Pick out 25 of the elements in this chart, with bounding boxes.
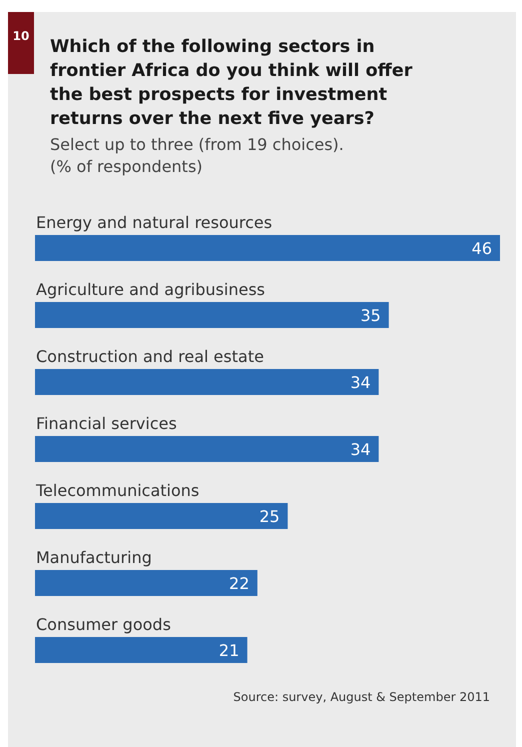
data-label: 25 <box>259 507 280 526</box>
data-label: 34 <box>350 440 371 459</box>
y-tick-label: Financial services <box>36 414 177 433</box>
y-tick-label: Construction and real estate <box>36 347 264 366</box>
bar <box>35 503 288 529</box>
y-tick-label: Agriculture and agribusiness <box>36 280 265 299</box>
figure-number-badge: 10 <box>8 12 34 74</box>
chart-subtitle: Select up to three (from 19 choices). (% of respondents) <box>50 135 344 176</box>
chart-title: Which of the following sectors in frontier Africa do you think will offer the best prospects for investment returns over the next five years? <box>50 37 413 129</box>
data-label: 22 <box>229 574 250 593</box>
bar <box>35 235 500 261</box>
data-label: 34 <box>350 373 371 392</box>
bar <box>35 302 389 328</box>
data-label: 21 <box>218 641 240 660</box>
bar <box>35 436 379 462</box>
y-tick-label: Telecommunications <box>35 481 200 500</box>
source-note: Source: survey, August & September 2011 <box>233 690 490 704</box>
bar <box>35 570 258 596</box>
bar <box>35 369 379 395</box>
data-label: 35 <box>360 306 381 325</box>
data-label: 46 <box>472 239 492 258</box>
y-tick-label: Consumer goods <box>36 615 171 634</box>
bar <box>35 637 248 663</box>
y-tick-label: Manufacturing <box>36 548 152 567</box>
y-tick-label: Energy and natural resources <box>36 213 272 232</box>
